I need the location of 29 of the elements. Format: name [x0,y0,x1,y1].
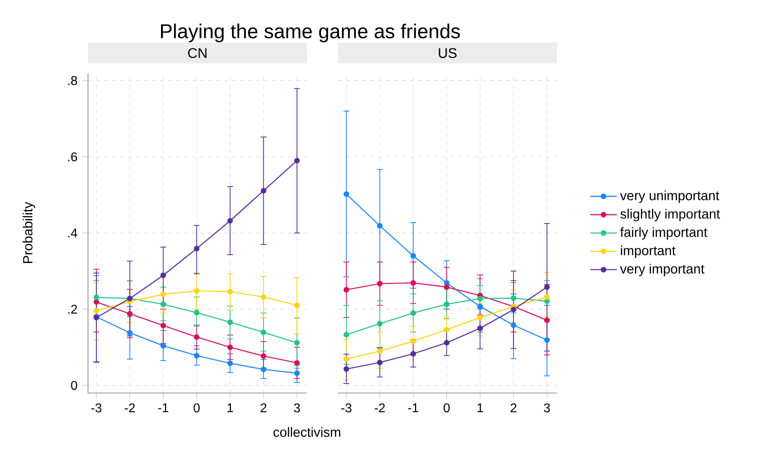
x-tick-label: 3 [294,403,300,412]
x-tick-label: -3 [91,403,102,412]
y-tick-label: .6 [68,152,78,162]
x-tick-label: -1 [158,403,168,412]
chart-title: Playing the same game as friends [161,24,460,42]
y-tick-label: .8 [68,76,78,86]
y-tick-label: 0 [71,380,78,390]
x-tick-label: -2 [374,403,385,412]
x-tick-label: 0 [194,403,200,412]
y-tick-label: .2 [68,304,77,314]
x-tick-label: 0 [444,403,450,412]
x-tick-label: 1 [228,403,234,412]
x-tick-label: 3 [544,403,550,412]
chart-subtitle: CN [188,48,206,58]
x-tick-label: 2 [260,403,266,412]
y-tick-label: .4 [68,228,78,238]
legend-label: slightly important [620,208,720,222]
legend-label: very unimportant [620,190,720,203]
y-axis-title: Probability [22,202,36,264]
x-tick-label: 2 [510,403,516,412]
x-tick-label: -3 [341,403,352,412]
x-tick-label: -2 [124,403,135,412]
x-tick-label: 1 [478,403,483,412]
legend-label: fairly important [620,227,708,240]
x-tick-label: -1 [408,403,418,412]
chart-subtitle: US [438,48,457,58]
legend-label: important [620,245,676,258]
x-axis-title: collectivism [273,427,340,437]
legend-label: very important [620,264,704,276]
